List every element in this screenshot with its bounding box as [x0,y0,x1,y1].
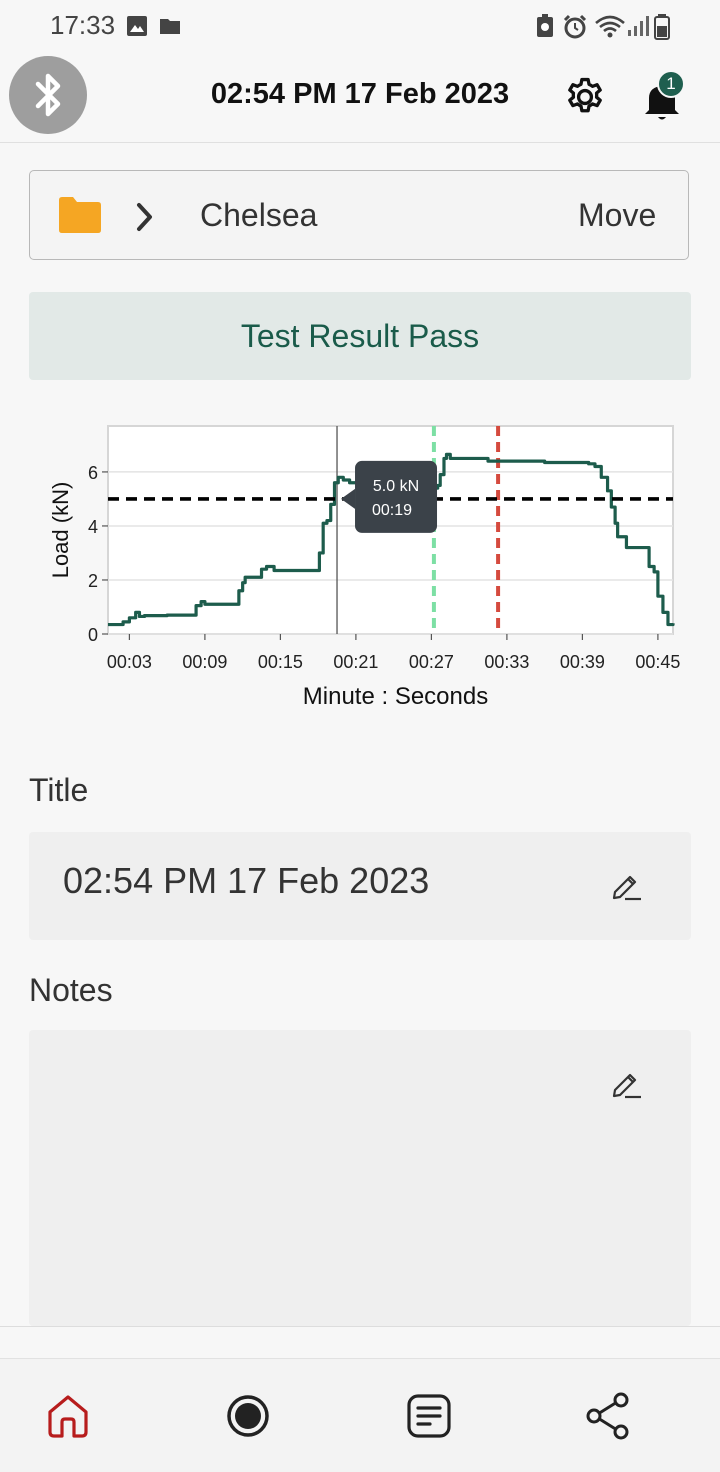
gallery-icon [127,16,147,36]
x-tick-label: 00:39 [560,652,605,672]
wifi-icon [595,15,625,38]
bluetooth-button[interactable] [9,56,87,134]
x-tick-label: 00:15 [258,652,303,672]
bluetooth-icon [35,73,61,117]
notes-label: Notes [29,972,113,1008]
x-tick-label: 00:33 [484,652,529,672]
notes-field[interactable] [29,1030,691,1326]
x-tick-label: 00:45 [635,652,680,672]
nav-home-button[interactable] [42,1390,94,1442]
notification-badge: 1 [657,70,685,98]
status-bar: 17:33 [0,0,720,52]
load-chart[interactable]: 0 2 4 6 00:03 00:09 00:15 00:21 00:27 00:33 00:39 0… [40,410,700,730]
x-axis-label: Minute : Seconds [303,683,488,710]
y-axis-label: Load (kN) [48,482,73,579]
x-tick-label: 00:27 [409,652,454,672]
signal-icon [628,16,649,36]
edit-title-button[interactable] [608,868,644,904]
tooltip-box [355,460,438,533]
nav-results-button[interactable] [403,1390,455,1442]
y-tick-label: 0 [88,625,98,645]
move-button[interactable]: Move [578,197,657,233]
edit-notes-button[interactable] [608,1066,644,1102]
share-icon [586,1392,629,1440]
y-tick-label: 2 [88,571,98,591]
title-label: Title [29,772,89,808]
x-tick-label: 00:21 [333,652,378,672]
app-header [0,52,720,143]
gear-icon [568,77,602,113]
tooltip-arrow [341,488,356,509]
settings-button[interactable] [563,75,607,119]
nav-record-button[interactable] [222,1390,274,1442]
x-tick-label: 00:03 [107,652,152,672]
divider [0,1326,720,1327]
folder-icon [59,197,101,233]
y-tick-label: 4 [88,517,98,537]
chevron-right-icon [137,203,152,231]
status-time: 17:33 [50,10,116,40]
x-tick-label: 00:09 [182,652,227,672]
pencil-icon [612,1073,641,1099]
tooltip-time: 00:19 [372,502,412,519]
title-field[interactable] [29,832,691,940]
folder-status-icon [160,19,180,34]
battery-saver-icon [537,14,553,37]
nav-share-button[interactable] [583,1390,635,1442]
pencil-icon [612,875,641,901]
home-icon [48,1395,88,1438]
y-tick-label: 6 [88,463,98,483]
folder-name: Chelsea [200,197,318,233]
test-result-banner: Test Result Pass [29,292,691,380]
tooltip-load: 5.0 kN [373,478,419,495]
list-icon [407,1394,451,1438]
alarm-icon [563,14,587,39]
page-title: 02:54 PM 17 Feb 2023 [210,78,510,110]
title-value: 02:54 PM 17 Feb 2023 [63,860,430,901]
battery-icon [654,14,670,40]
record-icon [227,1395,269,1437]
folder-selector[interactable] [29,170,689,260]
